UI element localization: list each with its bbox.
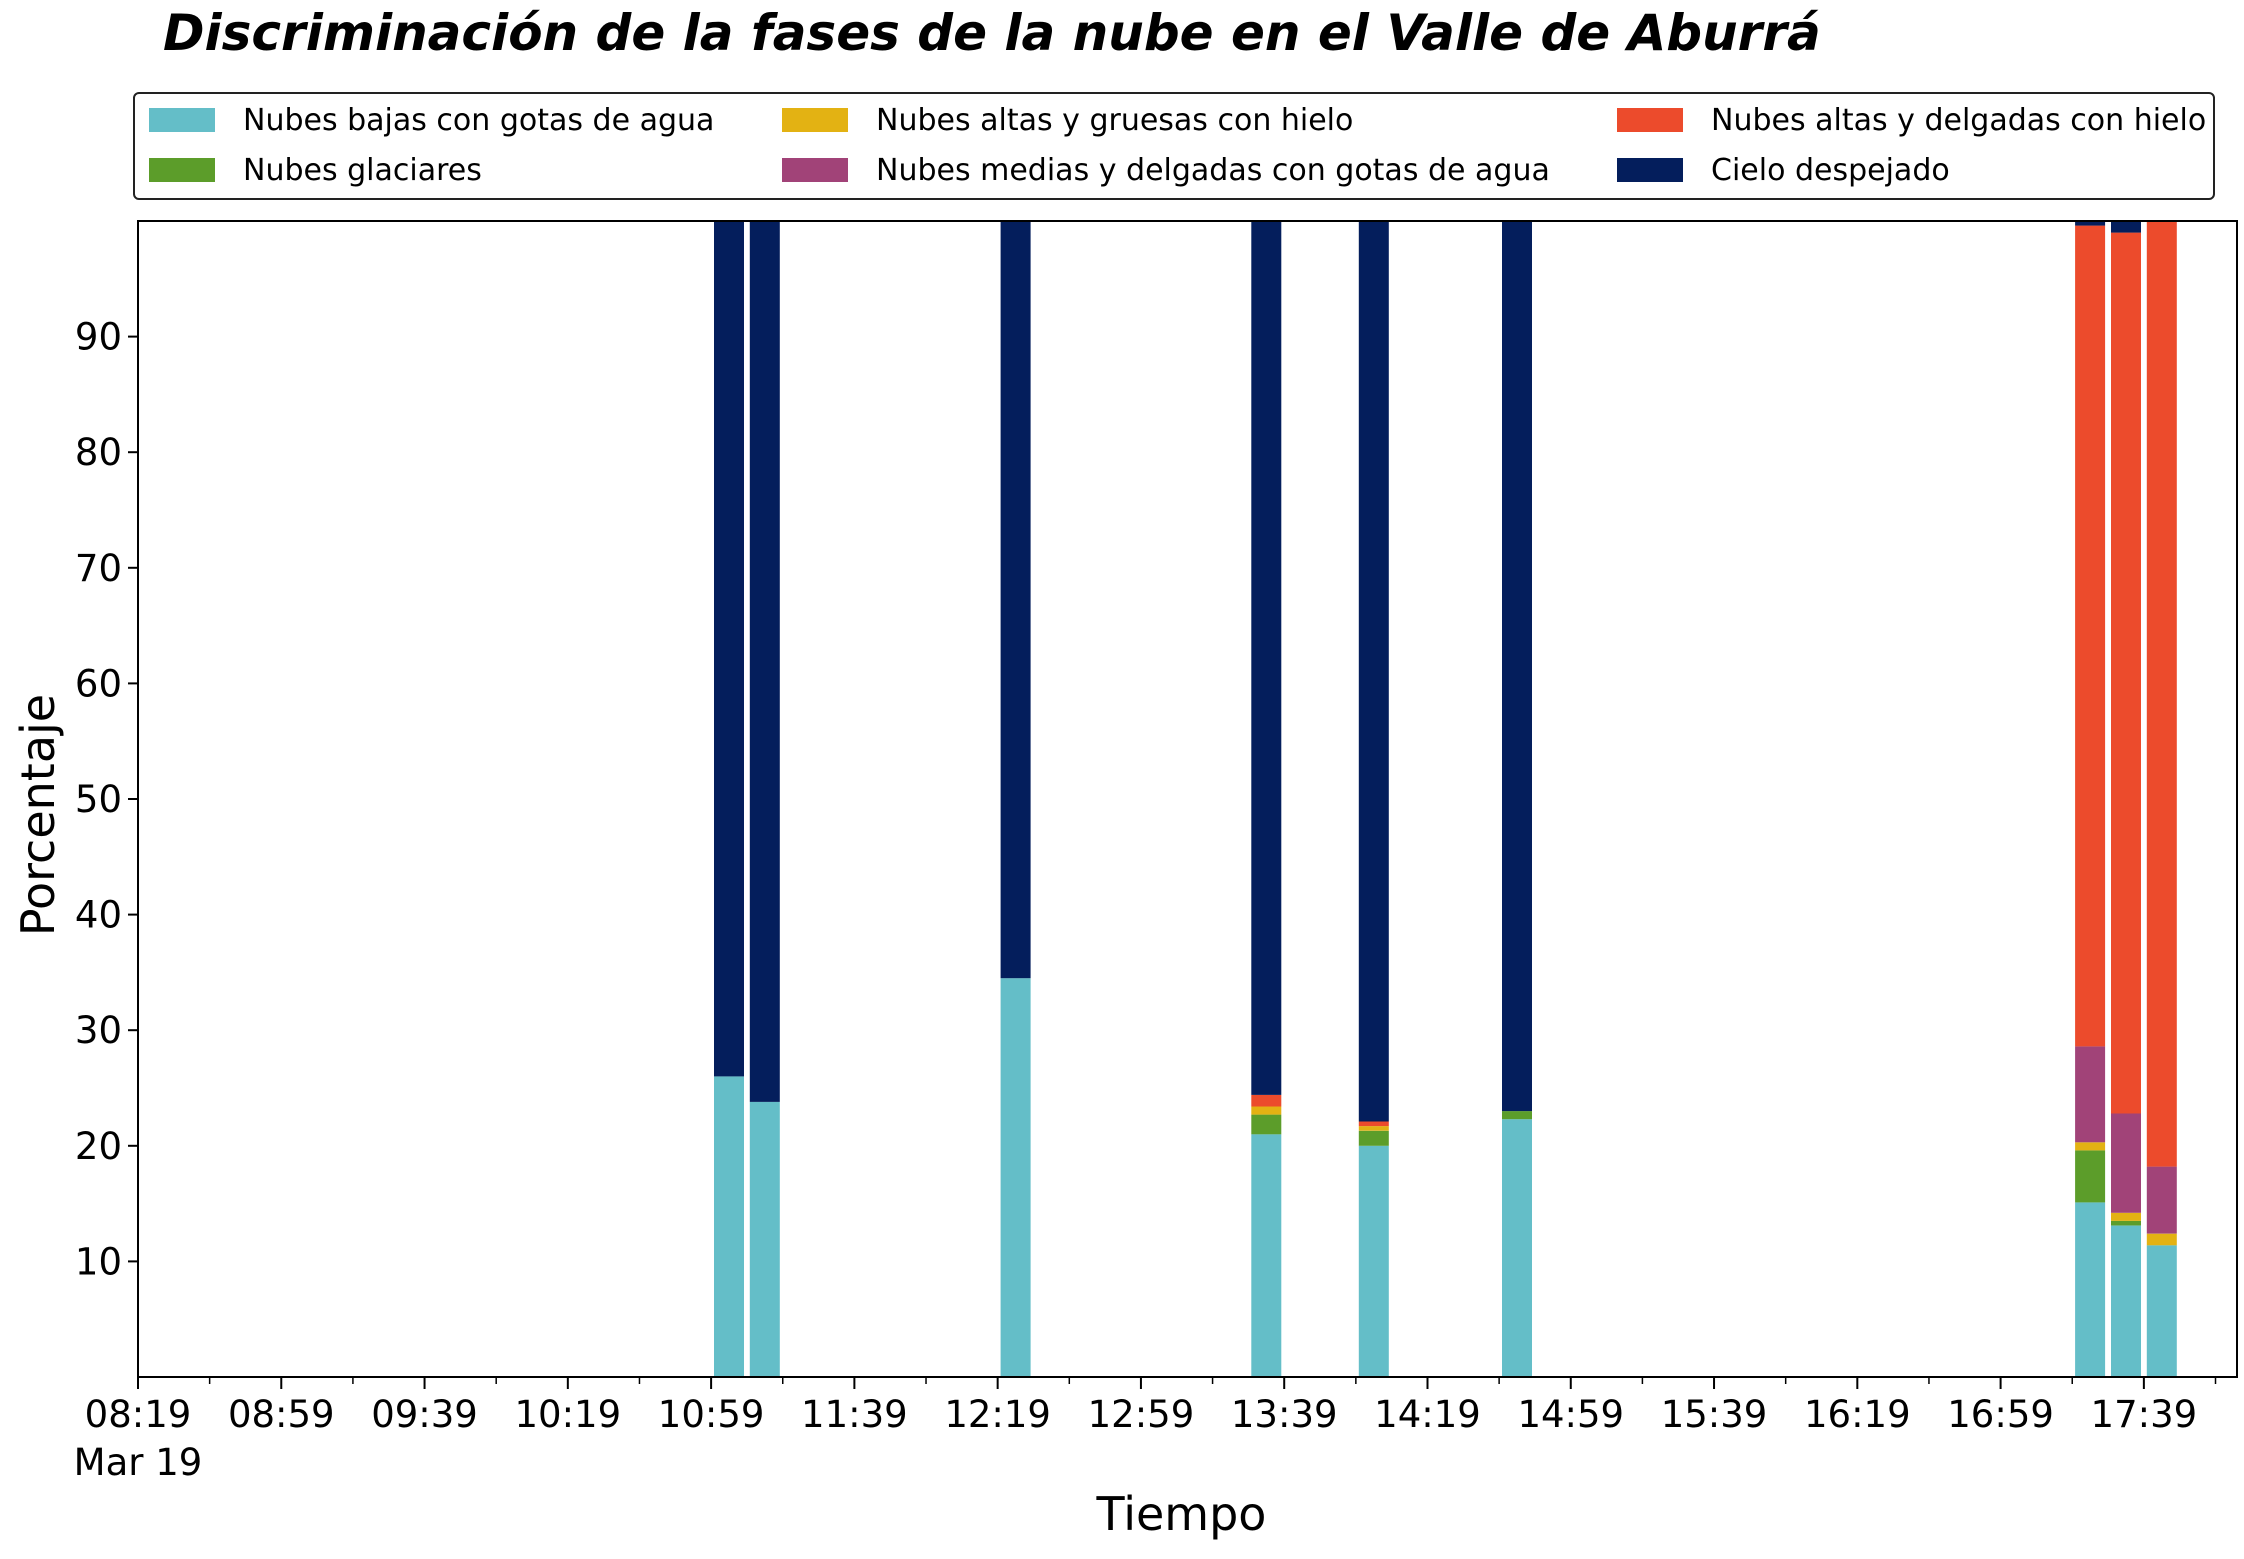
x-tick-label: 17:39 [2091,1393,2198,1436]
y-tick-label: 20 [75,1125,122,1168]
bar-segment [1502,1119,1532,1377]
bar-segment [2075,221,2106,226]
bar-segment [1251,1114,1282,1135]
legend-swatch [1617,108,1683,132]
bar-segment [1358,1130,1389,1146]
x-tick-label: 08:19 [85,1393,192,1436]
y-tick-label: 60 [75,662,122,705]
legend-swatch [149,158,215,182]
x-tick-label: 14:19 [1374,1393,1481,1436]
bar-segment [2075,1202,2106,1377]
bar-segment [714,1076,744,1377]
x-tick-label: 09:39 [371,1393,478,1436]
bar-segment [1358,1121,1389,1127]
x-tick-label: 14:59 [1517,1393,1624,1436]
y-tick-label: 90 [75,316,122,359]
bar-segment [1000,221,1031,979]
legend-item: Cielo despejado [1617,150,1950,190]
legend-label: Cielo despejado [1711,152,1950,188]
bar-segment [2075,225,2106,1047]
bar-segment [2146,221,2177,1167]
bar-segment [2111,232,2141,1114]
x-tick-label: 08:59 [228,1393,335,1436]
x-tick-label: 15:39 [1661,1393,1768,1436]
bar-segment [1251,221,1282,1095]
x-tick-label: 10:19 [515,1393,622,1436]
bar-segment [1502,221,1532,1112]
bar-segment [714,221,744,1077]
bar-segment [2111,1220,2141,1226]
bars-group [714,221,2177,1377]
bar-segment [1358,1126,1389,1131]
bar-segment [2111,1113,2141,1213]
y-tick-label: 30 [75,1009,122,1052]
legend-label: Nubes altas y delgadas con hielo [1711,102,2207,138]
x-tick-label: 10:59 [658,1393,765,1436]
x-tick-label: 12:19 [944,1393,1051,1436]
bar-segment [1502,1111,1532,1120]
bar-segment [1000,978,1031,1377]
bar-segment [749,221,780,1102]
legend-item: Nubes altas y gruesas con hielo [782,100,1353,140]
bar-segment [749,1101,780,1377]
bar-segment [1358,221,1389,1122]
bar-segment [2075,1150,2106,1203]
legend-swatch [149,108,215,132]
x-axis-label: Tiempo [1096,1487,1267,1541]
bar-segment [1251,1094,1282,1107]
bar-segment [2111,1225,2141,1377]
x-tick-label: 13:39 [1231,1393,1338,1436]
y-axis-label: Porcentaje [11,694,65,936]
bar-segment [2146,1245,2177,1377]
legend-label: Nubes altas y gruesas con hielo [876,102,1354,138]
legend-item: Nubes medias y delgadas con gotas de agu… [782,150,1550,190]
bar-segment [1251,1134,1282,1377]
y-tick-label: 70 [75,547,122,590]
bar-segment [1251,1106,1282,1115]
legend-label: Nubes glaciares [243,152,482,188]
legend: Nubes bajas con gotas de agua Nubes glaci… [133,92,2215,200]
bar-segment [2111,1212,2141,1221]
y-tick-label: 80 [75,431,122,474]
bar-segment [1358,1145,1389,1377]
x-tick-label: 16:19 [1804,1393,1911,1436]
legend-item: Nubes altas y delgadas con hielo [1617,100,2206,140]
legend-swatch [782,108,848,132]
legend-label: Nubes medias y delgadas con gotas de agu… [876,152,1550,188]
y-tick-label: 50 [75,778,122,821]
y-tick-label: 40 [75,894,122,937]
bar-segment [2146,1233,2177,1246]
bar-segment [2075,1142,2106,1151]
bar-segment [2075,1046,2106,1143]
x-tick-label: 12:59 [1088,1393,1195,1436]
x-tick-date-label: Mar 19 [74,1441,203,1484]
bar-segment [2146,1166,2177,1234]
legend-item: Nubes bajas con gotas de agua [149,100,714,140]
chart-title: Discriminación de la fases de la nube en… [163,4,1821,62]
legend-swatch [782,158,848,182]
legend-label: Nubes bajas con gotas de agua [243,102,715,138]
x-tick-label: 11:39 [801,1393,908,1436]
legend-item: Nubes glaciares [149,150,482,190]
bar-segment [2111,221,2141,233]
x-tick-label: 16:59 [1947,1393,2054,1436]
legend-swatch [1617,158,1683,182]
plot-frame [137,220,2238,1378]
y-tick-label: 10 [75,1240,122,1283]
